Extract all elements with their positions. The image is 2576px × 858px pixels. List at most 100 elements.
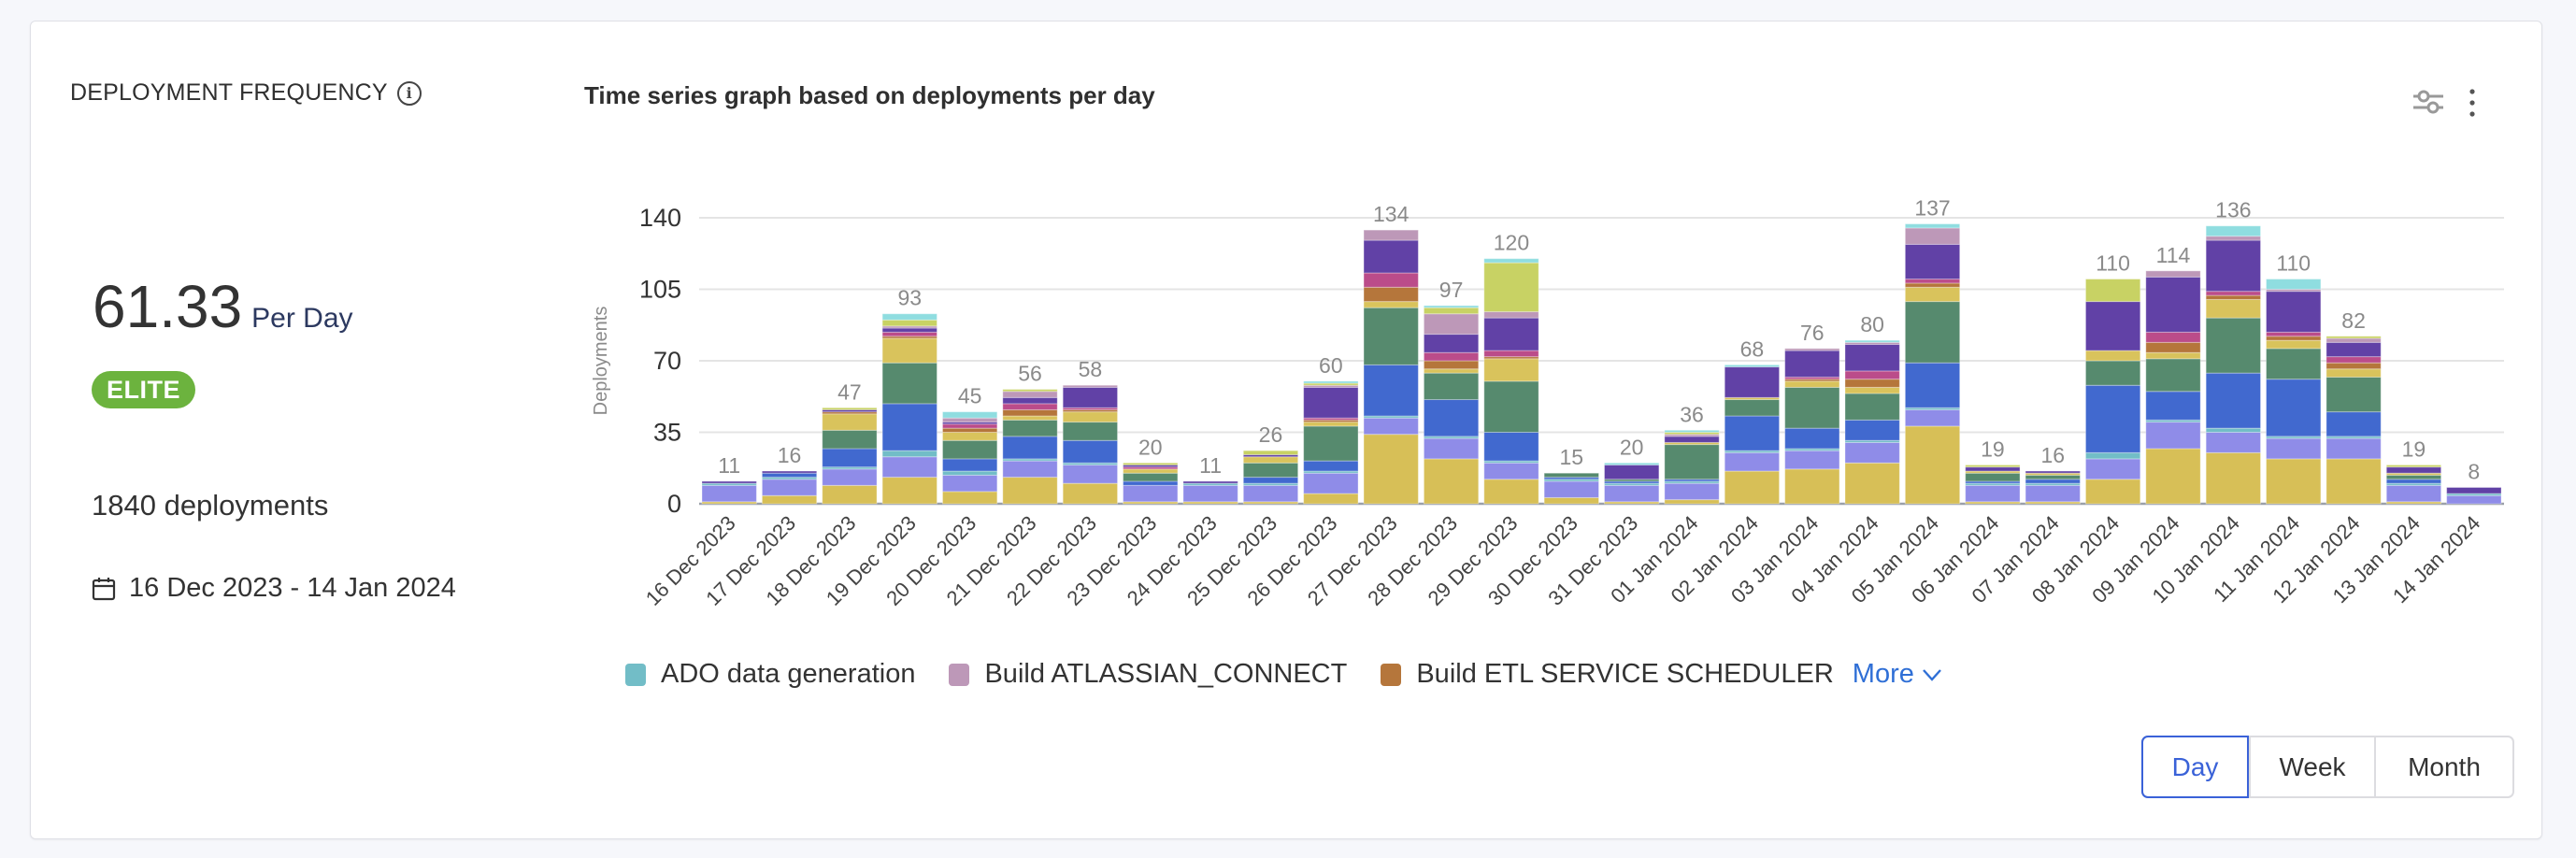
legend-item-atlassian[interactable]: Build ATLASSIAN_CONNECT — [949, 659, 1347, 690]
bar-total-label: 110 — [2276, 251, 2311, 276]
bar-total-label: 120 — [1494, 231, 1529, 255]
y-tick-label: 35 — [653, 419, 681, 447]
bar-segment — [881, 456, 937, 479]
bar-segment — [941, 470, 998, 476]
bar-segment — [1904, 282, 1961, 288]
bar-segment — [1784, 450, 1840, 470]
bar-segment — [1543, 472, 1599, 479]
granularity-month-button[interactable]: Month — [2374, 737, 2512, 796]
bar-total-label: 45 — [958, 384, 982, 408]
bar-segment — [1904, 301, 1961, 364]
bar-segment — [1423, 458, 1480, 505]
bar-segment — [2205, 432, 2262, 453]
legend-swatch — [949, 663, 970, 686]
bar-segment — [1062, 408, 1119, 413]
bar-segment — [2025, 479, 2081, 484]
bar-segment — [1965, 472, 2021, 482]
legend-label: Build ATLASSIAN_CONNECT — [984, 659, 1348, 689]
bar-segment — [1423, 351, 1480, 362]
bar-segment — [761, 479, 818, 496]
bar-segment — [2446, 494, 2502, 505]
bar-segment — [822, 429, 878, 450]
bar-segment — [941, 491, 998, 505]
bar-segment — [2326, 362, 2382, 370]
bar-segment — [1123, 462, 1179, 465]
calendar-icon — [92, 577, 116, 600]
bar-segment — [2385, 479, 2442, 484]
bar-segment — [1002, 403, 1058, 410]
bar-segment — [2205, 372, 2262, 429]
granularity-week-button[interactable]: Week — [2249, 737, 2374, 796]
bar-segment — [1483, 350, 1539, 358]
bar-total-label: 16 — [2040, 443, 2065, 467]
bar-segment — [1303, 386, 1359, 419]
bar-segment — [1303, 472, 1359, 494]
bar-segment — [822, 408, 878, 413]
bar-segment — [1844, 462, 1900, 505]
bar-segment — [1002, 477, 1058, 505]
bar-segment — [822, 407, 878, 410]
bar-segment — [2025, 474, 2081, 480]
bar-segment — [1904, 362, 1961, 408]
bar-segment — [2025, 484, 2081, 503]
granularity-day-button[interactable]: Day — [2141, 736, 2249, 798]
bar-segment — [1784, 427, 1840, 450]
bar-segment — [2025, 472, 2081, 476]
bar-segment — [2145, 341, 2201, 353]
bar-segment — [2084, 384, 2141, 453]
legend-item-etl[interactable]: Build ETL SERVICE SCHEDULER — [1381, 659, 1834, 690]
bar-segment — [1724, 451, 1781, 472]
bar-segment — [1002, 389, 1058, 393]
bar-segment — [1363, 286, 1419, 303]
bar-segment — [1363, 301, 1419, 308]
deployments-per-day-value: 61.33 — [93, 273, 243, 340]
bar-segment — [1062, 411, 1119, 423]
legend-item-ado[interactable]: ADO data generation — [625, 659, 915, 690]
bar-segment — [1423, 334, 1480, 353]
bar-segment — [1664, 482, 1720, 501]
sliders-icon[interactable] — [2412, 87, 2444, 115]
bar-segment — [2084, 360, 2141, 386]
bar-total-label: 8 — [2468, 460, 2480, 484]
bar-segment — [1604, 462, 1660, 465]
bar-segment — [1483, 462, 1539, 480]
bar-total-label: 136 — [2215, 198, 2251, 222]
bar-segment — [1423, 368, 1480, 374]
legend-swatch — [625, 663, 646, 686]
info-circle-icon[interactable]: i — [396, 80, 422, 106]
granularity-toggle: Day Week Month — [2141, 736, 2514, 798]
bar-segment — [1182, 484, 1238, 503]
bar-segment — [1002, 391, 1058, 398]
bar-segment — [881, 362, 937, 405]
bar-segment — [2084, 479, 2141, 505]
bar-total-label: 58 — [1079, 357, 1103, 381]
bar-segment — [1423, 437, 1480, 460]
bar-segment — [822, 448, 878, 468]
bar-segment — [2385, 482, 2442, 486]
bar-segment — [1242, 477, 1299, 484]
bar-segment — [1483, 262, 1539, 313]
elite-badge: ELITE — [92, 371, 196, 408]
metric-title-text: DEPLOYMENT FREQUENCY — [70, 79, 388, 106]
bar-segment — [2145, 331, 2201, 343]
bar-segment — [2326, 368, 2382, 378]
bar-segment — [2084, 279, 2141, 303]
bar-total-label: 60 — [1319, 353, 1343, 378]
legend-label: ADO data generation — [661, 659, 916, 689]
bar-segment — [1242, 484, 1299, 503]
legend-more-button[interactable]: More — [1853, 659, 1942, 690]
bar-segment — [1904, 408, 1961, 427]
bar-segment — [881, 477, 937, 505]
bar-segment — [1002, 436, 1058, 460]
bar-segment — [2385, 484, 2442, 503]
bar-segment — [701, 484, 757, 503]
bar-segment — [1784, 350, 1840, 378]
bar-segment — [822, 413, 878, 431]
bar-segment — [2145, 270, 2201, 278]
bar-segment — [1904, 425, 1961, 505]
bar-segment — [1002, 396, 1058, 405]
metric-title: DEPLOYMENT FREQUENCY i — [70, 79, 422, 107]
bar-segment — [2385, 474, 2442, 480]
more-vertical-icon[interactable] — [2467, 87, 2478, 119]
